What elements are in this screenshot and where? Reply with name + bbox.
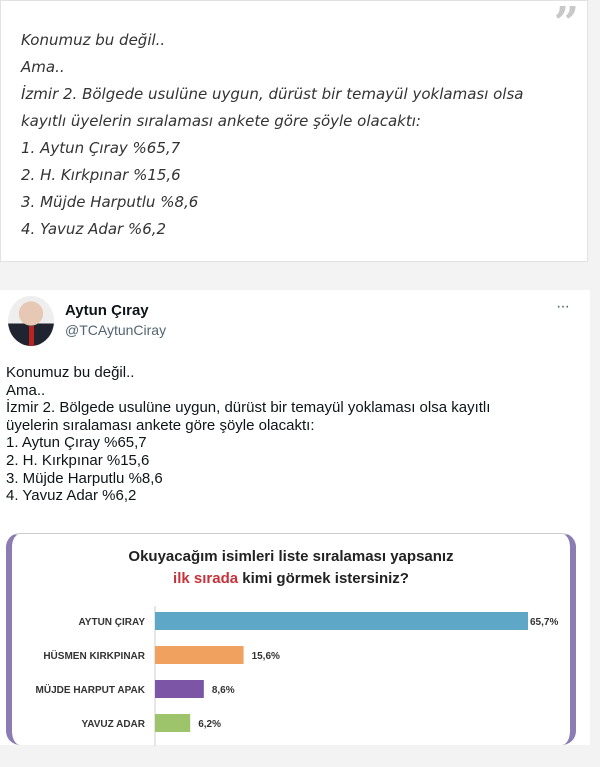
text-line: İzmir 2. Bölgede usulüne uygun, dürüst b… — [6, 399, 491, 417]
text-line: 1. Aytun Çıray %65,7 — [6, 434, 147, 452]
text-line: 3. Müjde Harputlu %8,6 — [21, 193, 199, 211]
quote-text: Konumuz bu değil.. Ama.. İzmir 2. Bölgede … — [21, 27, 524, 243]
more-options-icon[interactable]: ··· — [556, 298, 570, 315]
bar — [155, 714, 191, 732]
text-line: 4. Yavuz Adar %6,2 — [6, 487, 137, 505]
value-label: 6,2% — [198, 719, 221, 730]
text-line: 2. H. Kırkpınar %15,6 — [6, 451, 150, 469]
value-label: 65,7% — [530, 617, 558, 628]
text-line: 1. Aytun Çıray %65,7 — [21, 139, 181, 157]
text-line: İzmir 2. Bölgede usulüne uygun, dürüst b… — [21, 85, 524, 103]
quote-block: ” Konumuz bu değil.. Ama.. İzmir 2. Bölged… — [0, 0, 588, 262]
value-label: 8,6% — [212, 685, 235, 696]
text-line: üyelerin sıralaması ankete göre şöyle ol… — [6, 416, 315, 434]
chart-title-rest: kimi görmek istersiniz? — [238, 570, 409, 587]
poll-chart-image[interactable]: Okuyacağım isimleri liste sıralaması yap… — [6, 533, 576, 746]
bar — [155, 646, 244, 664]
text-line: Ama.. — [21, 58, 65, 76]
text-line: 4. Yavuz Adar %6,2 — [21, 220, 167, 238]
text-line: 2. H. Kırkpınar %15,6 — [21, 166, 181, 184]
chart-title-highlight: ilk sırada — [173, 570, 239, 587]
text-line: Konumuz bu değil.. — [6, 364, 135, 381]
category-label: YAVUZ ADAR — [81, 719, 145, 730]
chart-title-line-1: Okuyacağım isimleri liste sıralaması yap… — [128, 548, 454, 565]
tweet-card: Aytun Çıray @TCAytunCiray ··· Konumuz bu… — [0, 290, 590, 746]
bar-chart: AYTUN ÇIRAY 65,7% HÜSMEN KIRKPINAR 15,6% MÜJ… — [36, 606, 558, 746]
category-label: HÜSMEN KIRKPINAR — [43, 649, 145, 662]
tweet-text: Konumuz bu değil.. Ama.. İzmir 2. Bölgede … — [6, 364, 490, 505]
text-line: Ama.. — [6, 381, 46, 399]
text-line: kayıtlı üyelerin sıralaması ankete göre … — [21, 112, 421, 130]
avatar[interactable] — [8, 296, 54, 346]
category-label: MÜJDE HARPUT APAK — [36, 683, 146, 696]
bar — [155, 680, 204, 698]
category-label: AYTUN ÇIRAY — [79, 617, 146, 628]
author-name[interactable]: Aytun Çıray — [65, 302, 149, 319]
bar — [155, 612, 528, 630]
author-handle[interactable]: @TCAytunCiray — [65, 322, 167, 338]
text-line: 3. Müjde Harputlu %8,6 — [6, 469, 163, 487]
text-line: Konumuz bu değil.. — [21, 31, 166, 49]
chart-title-line-2: ilk sırada kimi görmek istersiniz? — [12, 570, 570, 587]
quote-icon: ” — [553, 0, 579, 49]
value-label: 15,6% — [252, 651, 280, 662]
